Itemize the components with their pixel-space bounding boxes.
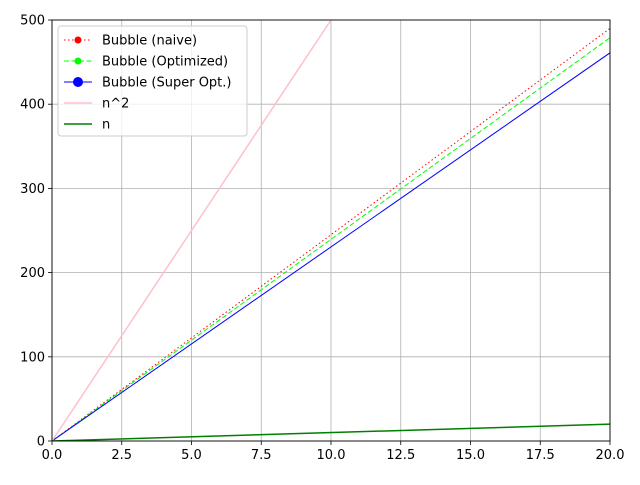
x-tick-label: 10.0: [317, 448, 346, 463]
series-line-1: [52, 37, 610, 441]
y-tick-label: 100: [20, 350, 45, 365]
x-tick-label: 7.5: [251, 448, 272, 463]
x-tick-label: 17.5: [526, 448, 555, 463]
legend: Bubble (naive) Bubble (Optimized) Bubble (…: [57, 25, 248, 137]
y-tick-label: 200: [20, 266, 45, 281]
series-line-3: [52, 20, 332, 441]
legend-label-3: n^2: [102, 97, 129, 112]
legend-label-2: Bubble (Super Opt.): [102, 76, 231, 91]
series-layer: [52, 20, 610, 441]
series-line-2: [52, 52, 610, 441]
grid-layer: [51, 19, 611, 442]
legend-marker-1: [74, 57, 82, 65]
x-tick-label: 15.0: [456, 448, 485, 463]
y-tick-label: 400: [20, 98, 45, 113]
y-tick-label: 0: [37, 435, 45, 450]
legend-label-1: Bubble (Optimized): [102, 55, 228, 70]
x-tick-label: 5.0: [181, 448, 202, 463]
y-tick-label: 500: [20, 14, 45, 29]
legend-marker-0: [74, 36, 82, 44]
x-tick-label: 2.5: [111, 448, 132, 463]
x-tick-label: 12.5: [386, 448, 415, 463]
legend-frame: [57, 25, 248, 137]
x-tick-label: 0.0: [42, 448, 63, 463]
x-tick-label: 20.0: [596, 448, 625, 463]
y-tick-label: 300: [20, 182, 45, 197]
tick-layer: 0.0 2.5 5.0 7.5 10.0 12.5 15.0 17.5 20.0 0 100 200 3…: [20, 14, 624, 464]
legend-marker-2: [73, 77, 83, 87]
series-line-4: [52, 423, 610, 441]
legend-label-4: n: [102, 118, 110, 133]
legend-label-0: Bubble (naive): [102, 34, 197, 49]
